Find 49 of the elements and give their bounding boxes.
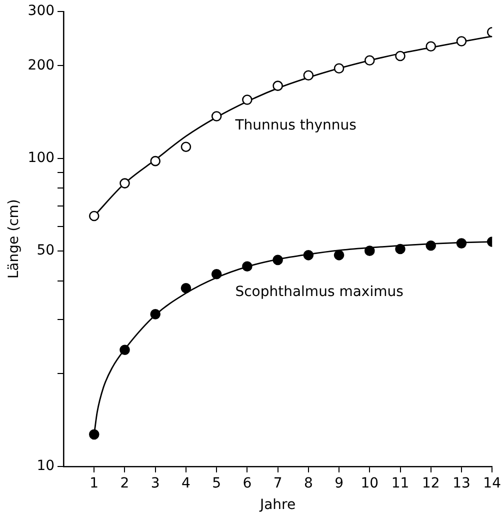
point bbox=[211, 268, 222, 280]
point bbox=[364, 246, 375, 256]
x-tick-label: 2 bbox=[120, 475, 130, 492]
x-tick-label: 6 bbox=[242, 475, 252, 492]
y-tick-label: 10 bbox=[36, 458, 55, 474]
point bbox=[334, 63, 344, 74]
series-label: Scophthalmus maximus bbox=[235, 284, 404, 300]
point bbox=[180, 283, 192, 294]
point bbox=[242, 94, 252, 105]
point bbox=[88, 429, 100, 440]
y-tick-label: 300 bbox=[28, 3, 55, 20]
x-tick-label: 3 bbox=[150, 475, 160, 492]
series-label: Thunnus thynnus bbox=[234, 117, 356, 134]
point bbox=[272, 80, 283, 91]
point bbox=[303, 250, 314, 260]
point bbox=[456, 36, 467, 46]
point bbox=[456, 238, 467, 248]
point bbox=[242, 261, 252, 272]
point bbox=[395, 244, 406, 254]
point bbox=[88, 210, 100, 222]
y-tick-label: 50 bbox=[36, 242, 55, 259]
point bbox=[211, 111, 222, 122]
point bbox=[150, 156, 161, 166]
x-tick-label: 9 bbox=[334, 475, 344, 492]
y-axis-title: Länge (cm) bbox=[6, 199, 22, 279]
point bbox=[120, 178, 130, 188]
x-tick-label: 10 bbox=[360, 475, 379, 492]
point bbox=[303, 70, 314, 80]
y-tick-label: 100 bbox=[28, 150, 55, 166]
point bbox=[150, 309, 161, 320]
x-tick-label: 4 bbox=[182, 475, 191, 492]
x-tick-label: 5 bbox=[212, 475, 222, 492]
x-tick-label: 13 bbox=[452, 475, 470, 492]
point bbox=[364, 55, 375, 66]
y-tick-label: 200 bbox=[28, 57, 55, 74]
x-tick-label: 14 bbox=[483, 475, 502, 492]
point bbox=[426, 41, 436, 52]
point bbox=[120, 344, 130, 355]
x-axis-title: Jahre bbox=[258, 497, 296, 514]
point bbox=[426, 240, 436, 251]
x-tick-label: 7 bbox=[273, 475, 282, 492]
x-tick-label: 8 bbox=[304, 475, 313, 492]
x-tick-label: 12 bbox=[422, 475, 440, 492]
x-tick-label: 1 bbox=[90, 475, 99, 492]
point bbox=[395, 50, 406, 62]
point bbox=[272, 254, 283, 266]
x-tick-label: 11 bbox=[391, 475, 410, 492]
point bbox=[334, 250, 344, 260]
point bbox=[180, 142, 192, 152]
